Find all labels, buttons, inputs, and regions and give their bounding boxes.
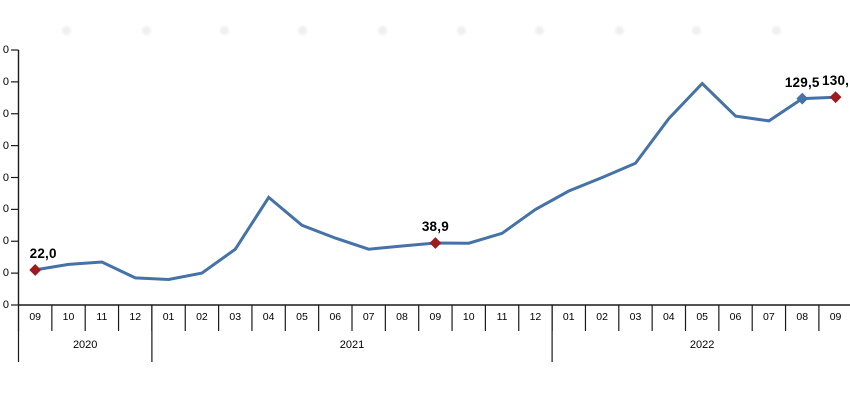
x-axis-year-label: 2021 [339,339,365,351]
x-axis-month-label: 12 [529,311,542,323]
y-axis-label-truncated: 0 [2,171,9,184]
watermark-artifact [298,26,307,35]
watermark-artifact [692,26,701,35]
x-axis-month-label: 10 [62,311,75,323]
x-axis-month-label: 07 [763,311,775,323]
y-axis-label-truncated: 0 [2,107,9,120]
watermark-artifact [615,26,624,35]
point-marker-diamond [829,91,842,104]
x-axis-month-label: 06 [329,311,342,323]
x-axis-month-label: 09 [29,311,42,323]
data-point-label: 130, [822,73,850,89]
x-axis-month-label: 08 [796,311,809,323]
x-axis-month-label: 03 [629,311,642,323]
x-axis-month-label: 11 [96,311,108,323]
watermark-artifact [535,26,544,35]
x-axis-month-label: 02 [596,311,608,323]
x-axis-month-label: 04 [662,311,675,323]
y-axis-label-truncated: 0 [2,44,9,56]
x-axis-month-label: 02 [196,311,208,323]
x-axis-month-label: 06 [729,311,742,323]
x-axis-year-label: 2022 [689,339,715,351]
x-axis-month-label: 09 [829,311,842,323]
x-axis-month-label: 12 [129,311,142,323]
y-axis-label-truncated: 0 [2,235,9,248]
data-point-label: 129,5 [784,74,820,90]
watermark-artifact [772,26,781,35]
x-axis-month-label: 03 [229,311,242,323]
point-marker-diamond [429,237,442,249]
watermark-artifact [62,26,71,35]
x-axis-month-label: 01 [562,311,575,323]
y-axis-label-truncated: 0 [2,299,9,311]
x-axis-month-label: 11 [496,311,508,323]
x-axis-month-label: 08 [396,311,408,323]
x-axis-month-label: 07 [362,311,375,323]
watermark-artifact [457,26,466,35]
y-axis-label-truncated: 0 [2,139,9,152]
x-axis-month-label: 05 [296,311,308,323]
y-axis-label-truncated: 0 [2,267,9,280]
watermark-artifact [378,26,387,35]
series-line [34,81,836,282]
x-axis-year-label: 2020 [72,339,98,351]
x-axis-month-label: 01 [162,311,175,323]
watermark-artifact [142,26,151,35]
x-axis-month-label: 09 [429,311,442,323]
y-axis-label-truncated: 0 [2,75,9,88]
data-point-label: 22,0 [29,245,57,261]
point-marker-diamond [29,264,42,276]
x-axis-month-label: 10 [462,311,475,323]
point-marker-diamond [796,92,809,105]
x-axis-month-label: 05 [696,311,709,323]
watermark-artifact [220,26,229,35]
x-axis-month-label: 04 [262,311,275,323]
data-point-label: 38,9 [421,219,449,234]
y-axis-label-truncated: 0 [2,203,9,216]
